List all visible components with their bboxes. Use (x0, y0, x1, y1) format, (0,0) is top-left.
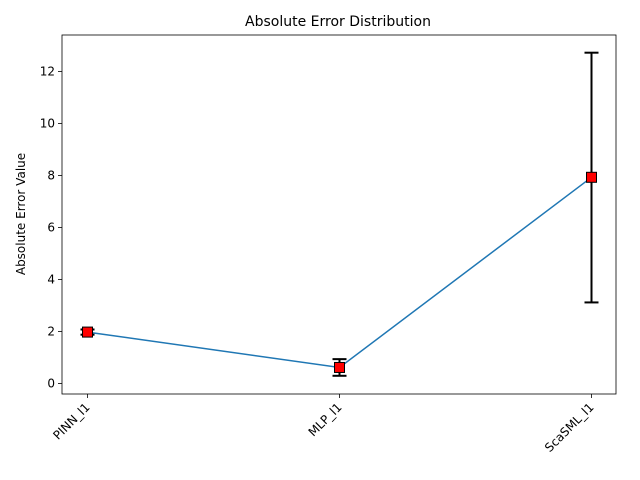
axes-frame (61, 34, 617, 395)
y-tick-label: 10 (40, 116, 55, 130)
data-point-marker (586, 171, 597, 183)
chart-title: Absolute Error Distribution (245, 14, 431, 30)
data-point-marker (334, 361, 345, 373)
y-tick-label: 0 (47, 377, 55, 391)
y-axis-label: Absolute Error Value (14, 153, 28, 275)
y-tick-label: 8 (47, 168, 55, 182)
y-tick-label: 6 (47, 221, 55, 235)
y-tick-label: 2 (47, 325, 55, 339)
data-point-marker (82, 326, 93, 338)
y-tick-label: 12 (40, 64, 55, 78)
y-tick-label: 4 (47, 273, 55, 287)
